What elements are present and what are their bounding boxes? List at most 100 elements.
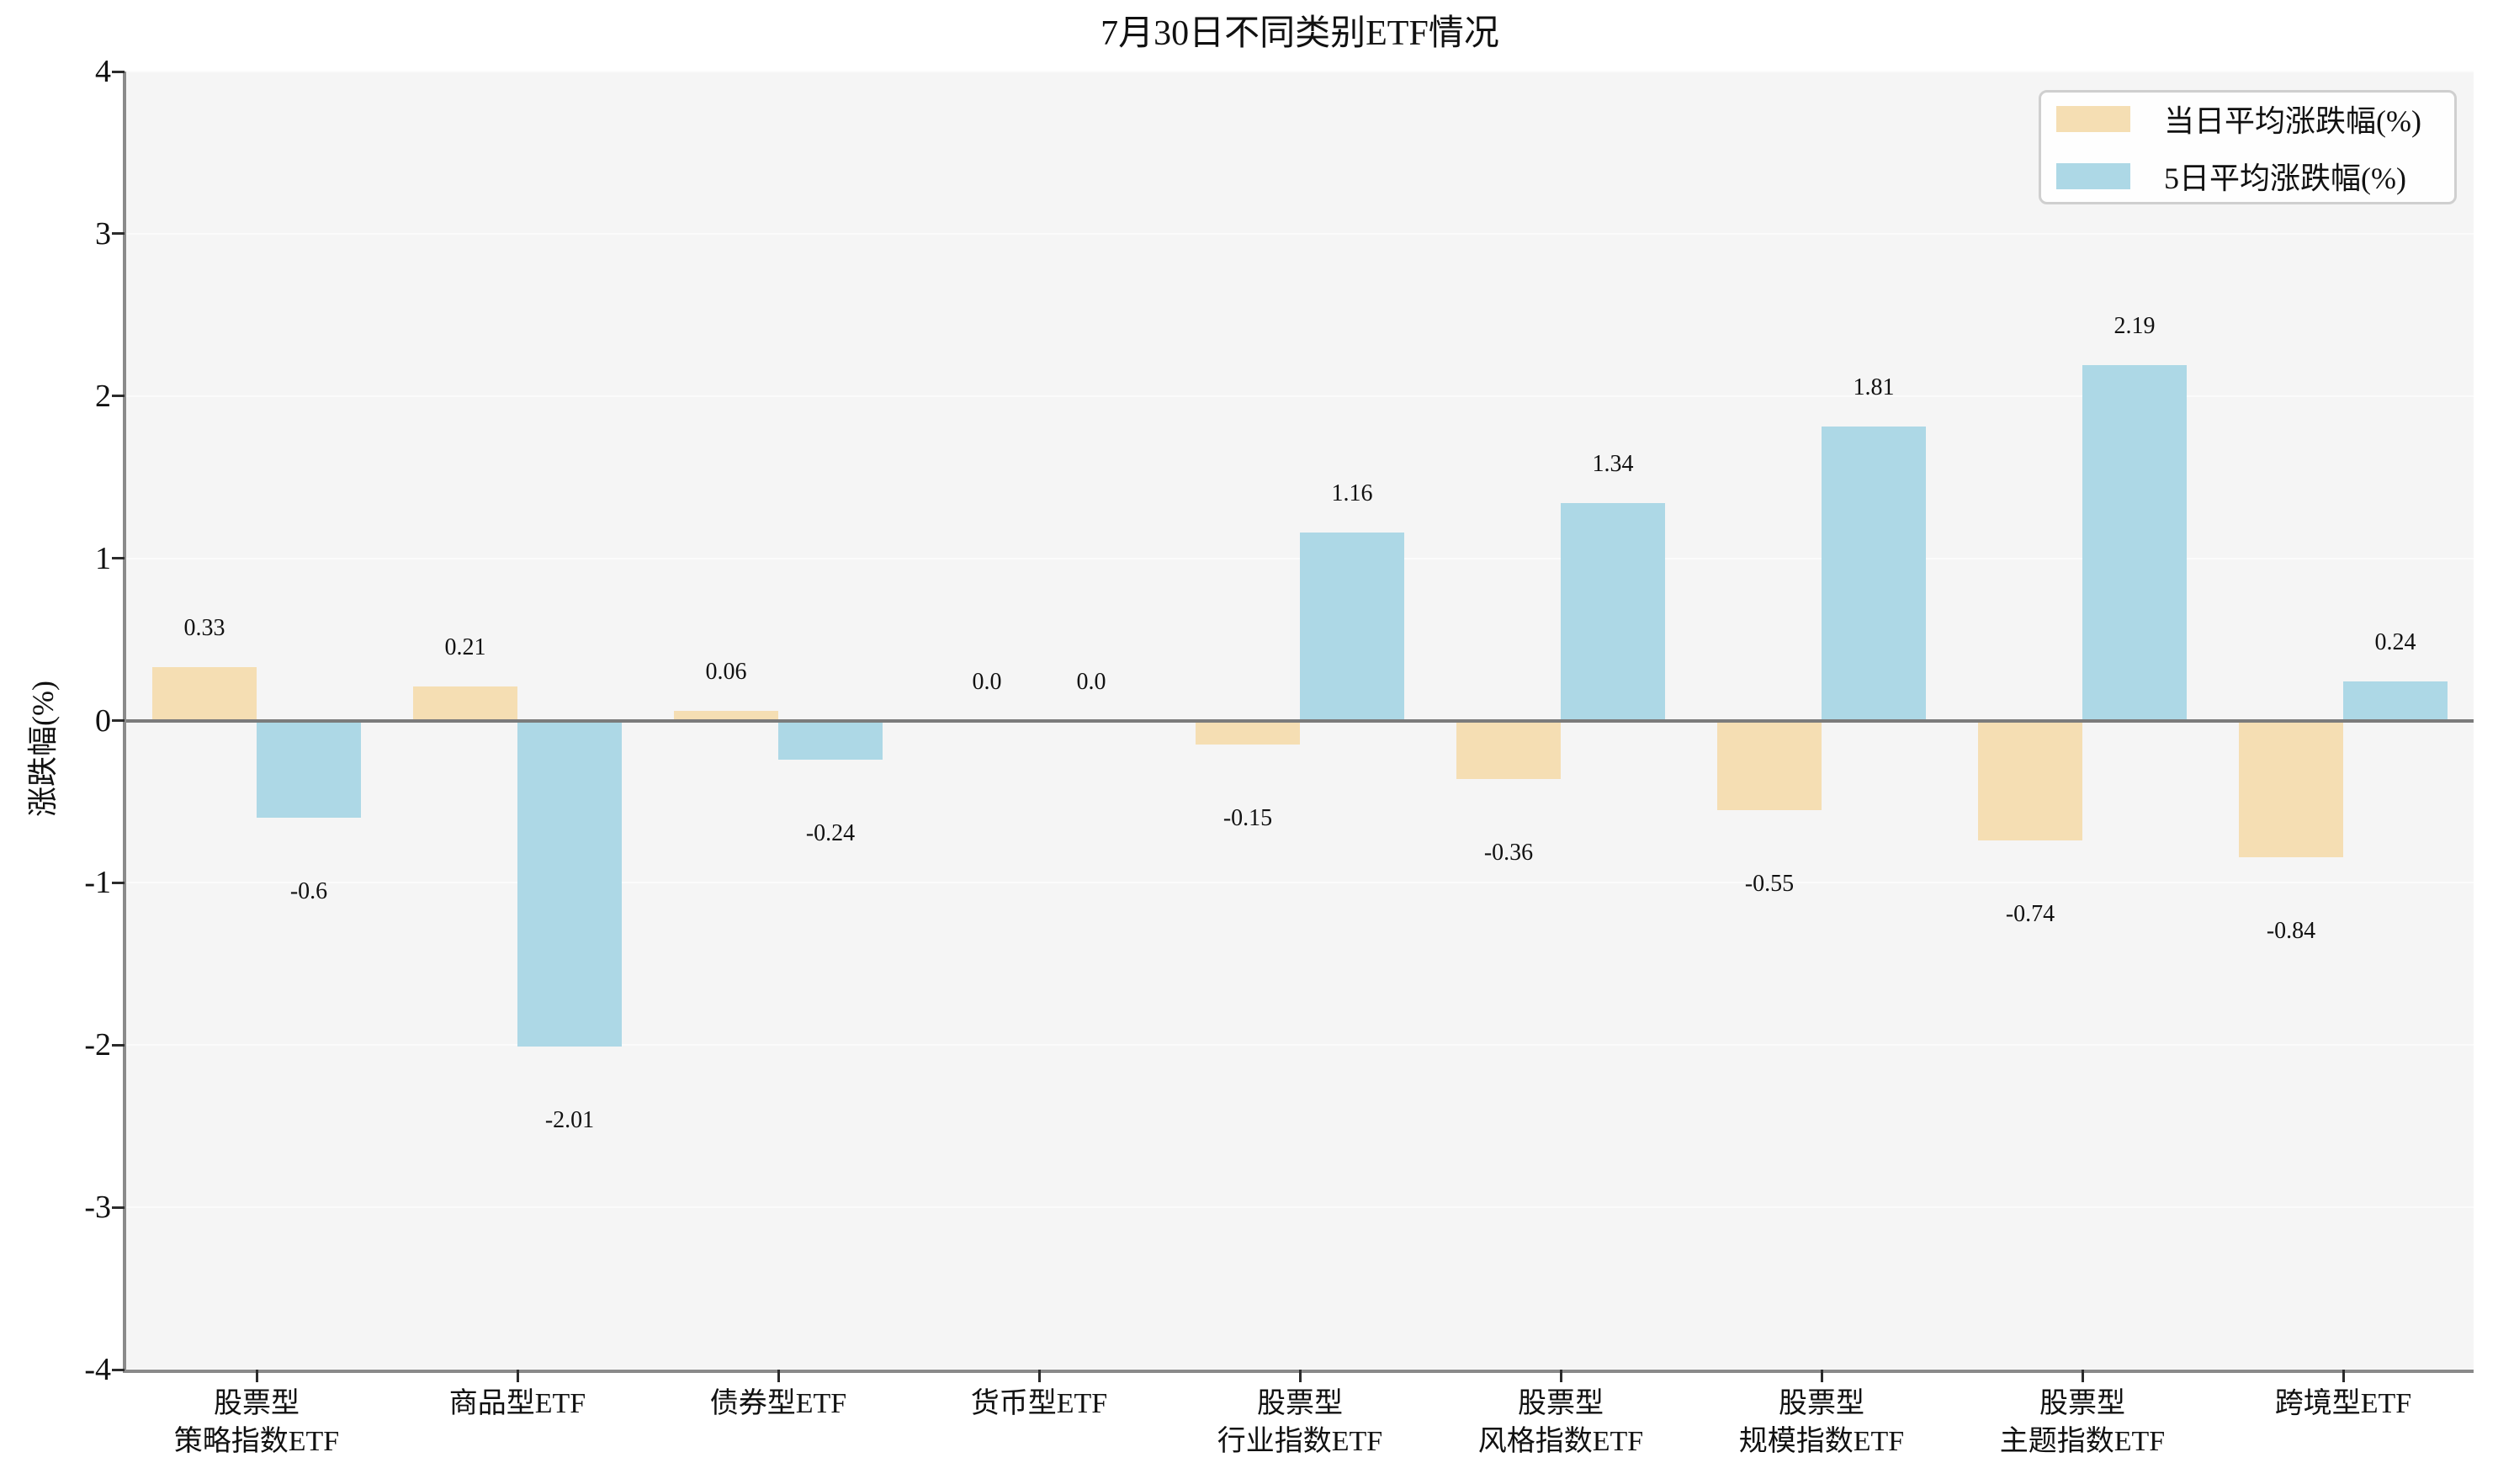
bar-value-label: 0.0 bbox=[972, 668, 1002, 695]
gridline-y2 bbox=[126, 395, 2474, 397]
y-tick-label: 0 bbox=[95, 702, 111, 739]
y-tick-mark bbox=[112, 70, 125, 73]
bar-series0-cat0 bbox=[152, 666, 257, 721]
y-tick-mark bbox=[112, 1206, 125, 1209]
y-tick-label: 1 bbox=[95, 540, 111, 576]
bar-value-label: 1.34 bbox=[1592, 451, 1634, 478]
x-tick-label-line: 行业指数ETF bbox=[1217, 1426, 1383, 1457]
y-tick-mark bbox=[112, 1368, 125, 1371]
gridline-y-2 bbox=[126, 1044, 2474, 1047]
bar-value-label: -0.24 bbox=[805, 819, 856, 846]
x-tick-label-line: 股票型 bbox=[1256, 1388, 1343, 1419]
bar-series0-cat6 bbox=[1717, 720, 1822, 810]
y-tick-mark bbox=[112, 881, 125, 884]
gridline-y3 bbox=[126, 232, 2474, 235]
y-tick-mark bbox=[112, 557, 125, 560]
legend-swatch-5day bbox=[2056, 162, 2130, 189]
bar-value-label: -0.36 bbox=[1483, 839, 1534, 866]
bar-series0-cat2 bbox=[674, 710, 778, 721]
x-tick-label-line: 股票型 bbox=[213, 1388, 300, 1419]
x-tick-mark bbox=[516, 1370, 519, 1382]
x-tick-label-0: 股票型策略指数ETF bbox=[174, 1385, 339, 1460]
y-tick-label: -3 bbox=[84, 1190, 111, 1226]
bar-series1-cat5 bbox=[1561, 503, 1665, 721]
y-tick-mark bbox=[112, 719, 125, 722]
bottom-axis-spine bbox=[123, 1370, 2474, 1373]
gridline-y4 bbox=[126, 71, 2474, 72]
bar-value-label: -0.74 bbox=[2005, 901, 2055, 928]
y-axis-label: 涨跌幅(%) bbox=[26, 681, 60, 817]
bar-value-label: 1.16 bbox=[1331, 480, 1373, 506]
x-tick-label-line: 货币型ETF bbox=[970, 1388, 1108, 1419]
legend-swatch-daily bbox=[2056, 105, 2130, 132]
bar-value-label: -0.55 bbox=[1744, 870, 1795, 897]
x-tick-mark bbox=[2342, 1370, 2345, 1382]
x-tick-label-4: 股票型行业指数ETF bbox=[1217, 1385, 1382, 1460]
bar-value-label: 2.19 bbox=[2113, 313, 2156, 340]
bar-series1-cat2 bbox=[778, 720, 883, 760]
bar-value-label: -0.84 bbox=[2266, 917, 2316, 944]
x-tick-mark bbox=[255, 1370, 258, 1382]
zero-line bbox=[126, 718, 2474, 723]
bar-value-label: 0.06 bbox=[705, 658, 747, 685]
bar-value-label: 0.33 bbox=[183, 614, 225, 641]
x-tick-label-line: 商品型ETF bbox=[448, 1388, 586, 1419]
y-tick-label: 2 bbox=[95, 378, 111, 414]
bar-value-label: 0.24 bbox=[2374, 629, 2416, 656]
left-axis-spine bbox=[123, 72, 126, 1373]
y-tick-mark bbox=[112, 395, 125, 398]
chart-title: 7月30日不同类别ETF情况 bbox=[1100, 14, 1499, 53]
x-tick-label-3: 货币型ETF bbox=[971, 1385, 1107, 1423]
y-tick-label: -4 bbox=[84, 1352, 111, 1387]
bar-series0-cat8 bbox=[2239, 720, 2343, 857]
bar-value-label: 0.0 bbox=[1076, 668, 1106, 695]
x-tick-label-line: 风格指数ETF bbox=[1477, 1426, 1644, 1457]
gridline-y-3 bbox=[126, 1206, 2474, 1209]
x-tick-label-6: 股票型规模指数ETF bbox=[1739, 1385, 1904, 1460]
x-tick-mark bbox=[1559, 1370, 1562, 1382]
x-tick-mark bbox=[1037, 1370, 1041, 1382]
x-tick-label-line: 股票型 bbox=[1517, 1388, 1604, 1419]
x-tick-mark bbox=[1298, 1370, 1302, 1382]
y-tick-label: -2 bbox=[84, 1027, 111, 1063]
bar-value-label: 0.21 bbox=[444, 633, 486, 660]
bar-series0-cat5 bbox=[1456, 720, 1561, 779]
legend: 当日平均涨跌幅(%) 5日平均涨跌幅(%) bbox=[2039, 90, 2457, 204]
y-tick-label: 3 bbox=[95, 215, 111, 252]
y-tick-label: 4 bbox=[95, 54, 111, 89]
bar-series1-cat8 bbox=[2343, 681, 2448, 721]
x-tick-label-2: 债券型ETF bbox=[710, 1385, 846, 1423]
bar-series1-cat7 bbox=[2082, 365, 2187, 721]
x-tick-mark bbox=[1820, 1370, 1823, 1382]
x-tick-label-7: 股票型主题指数ETF bbox=[2000, 1385, 2165, 1460]
y-tick-mark bbox=[112, 232, 125, 236]
bar-series0-cat7 bbox=[1978, 720, 2082, 841]
bar-series0-cat4 bbox=[1196, 720, 1300, 745]
bar-value-label: 1.81 bbox=[1853, 374, 1895, 401]
x-tick-label-line: 跨境型ETF bbox=[2274, 1388, 2412, 1419]
legend-label-daily: 当日平均涨跌幅(%) bbox=[2164, 104, 2421, 138]
x-tick-label-line: 规模指数ETF bbox=[1738, 1426, 1905, 1457]
y-tick-mark bbox=[112, 1043, 125, 1047]
x-tick-label-line: 主题指数ETF bbox=[1999, 1426, 2166, 1457]
x-tick-label-1: 商品型ETF bbox=[449, 1385, 586, 1423]
bar-value-label: -0.6 bbox=[289, 878, 328, 905]
x-tick-label-8: 跨境型ETF bbox=[2275, 1385, 2411, 1423]
legend-item-daily: 当日平均涨跌幅(%) bbox=[2056, 97, 2439, 140]
gridline-y-1 bbox=[126, 882, 2474, 884]
x-tick-mark bbox=[777, 1370, 780, 1382]
legend-label-5day: 5日平均涨跌幅(%) bbox=[2164, 162, 2406, 195]
x-tick-label-line: 股票型 bbox=[2039, 1388, 2125, 1419]
x-tick-label-line: 策略指数ETF bbox=[173, 1426, 340, 1457]
bar-series1-cat0 bbox=[257, 720, 361, 819]
bar-series0-cat1 bbox=[413, 686, 517, 721]
x-tick-label-5: 股票型风格指数ETF bbox=[1478, 1385, 1643, 1460]
bar-value-label: -0.15 bbox=[1222, 805, 1273, 832]
bar-series1-cat6 bbox=[1822, 427, 1926, 721]
bar-value-label: -2.01 bbox=[544, 1107, 595, 1134]
legend-item-5day: 5日平均涨跌幅(%) bbox=[2056, 154, 2439, 198]
bar-series1-cat1 bbox=[517, 720, 622, 1047]
x-tick-label-line: 股票型 bbox=[1778, 1388, 1864, 1419]
bar-series1-cat4 bbox=[1300, 532, 1404, 721]
